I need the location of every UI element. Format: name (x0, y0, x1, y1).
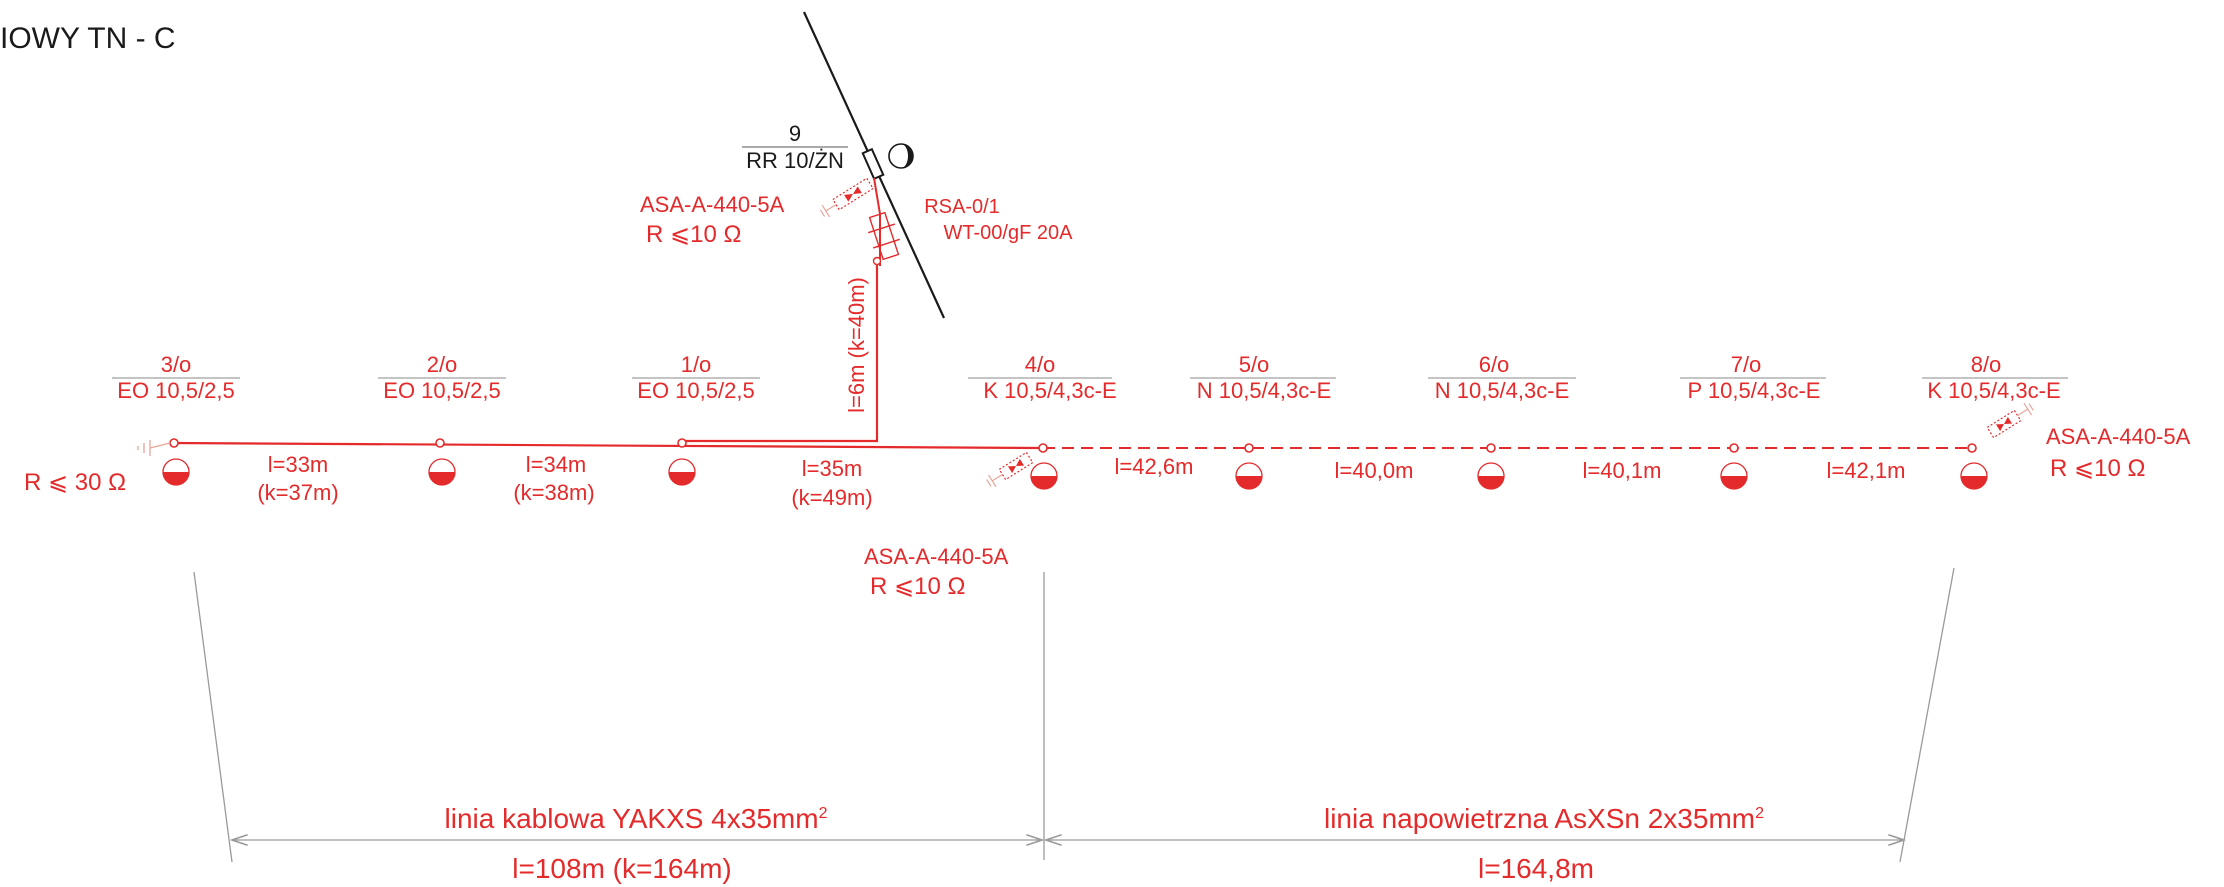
pole-type: K 10,5/4,3c-E (1927, 378, 2060, 403)
pole-label-7o: 7/o P 10,5/4,3c-E (1680, 352, 1826, 403)
pole-type: K 10,5/4,3c-E (983, 378, 1116, 403)
left-ground-resistance: R ⩽ 30 Ω (24, 469, 126, 496)
pole-type: N 10,5/4,3c-E (1197, 378, 1332, 403)
pole-number: 3/o (161, 352, 192, 377)
pole-label-6o: 6/o N 10,5/4,3c-E (1428, 352, 1576, 403)
riser-cable (682, 264, 879, 443)
span-length: l=42,1m (1827, 458, 1906, 483)
span-length: l=42,6m (1115, 454, 1194, 479)
fuse-rating: WT-00/gF 20A (944, 222, 1074, 244)
supply-pole-icon (888, 143, 914, 169)
span-length: l=33m (268, 452, 329, 477)
fuse-switch-type: RSA-0/1 (924, 196, 1000, 218)
span-length: l=35m (802, 456, 863, 481)
right-arrester-icon (1986, 402, 2034, 439)
line-node-markers (169, 438, 1977, 453)
cable-section-title: linia kablowa YAKXS 4x35mm2 (445, 803, 828, 834)
pole-number: 2/o (427, 352, 458, 377)
pole-label-5o: 5/o N 10,5/4,3c-E (1190, 352, 1336, 403)
cable-section-length: l=108m (k=164m) (512, 853, 731, 884)
pole-number: 1/o (681, 352, 712, 377)
supply-arrester-label: ASA-A-440-5A (640, 192, 785, 217)
pole-type: N 10,5/4,3c-E (1435, 378, 1570, 403)
mid-arrester-label: ASA-A-440-5A (864, 544, 1009, 569)
span-length: l=40,1m (1583, 458, 1662, 483)
overhead-section-length: l=164,8m (1478, 853, 1594, 884)
fuse-switch-icon (867, 211, 901, 261)
pole-number: 8/o (1971, 352, 2002, 377)
cable-head-icon (872, 256, 882, 266)
pole-number: 4/o (1025, 352, 1056, 377)
right-arrester-resistance: R ⩽10 Ω (2050, 455, 2145, 482)
cable-line-segment (169, 441, 1044, 450)
span-cable-length: (k=49m) (791, 485, 872, 510)
span-cable-length: (k=37m) (257, 480, 338, 505)
span-length: l=40,0m (1335, 458, 1414, 483)
pole-label-3o: 3/o EO 10,5/2,5 (112, 352, 240, 403)
pole-type: EO 10,5/2,5 (383, 378, 500, 403)
pole-label-8o: 8/o K 10,5/4,3c-E (1922, 352, 2068, 403)
pole-type: EO 10,5/2,5 (117, 378, 234, 403)
right-arrester-label: ASA-A-440-5A (2046, 424, 2191, 449)
mid-arrester-icon (986, 451, 1034, 488)
line-clamp-icon (861, 147, 885, 181)
overhead-section-title: linia napowietrzna AsXSn 2x35mm2 (1324, 803, 1764, 834)
riser-length-label: l=6m (k=40m) (844, 277, 869, 413)
pole-number: 7/o (1731, 352, 1762, 377)
pole-number: 5/o (1239, 352, 1270, 377)
riser-conductor (873, 177, 881, 266)
pole-label-4o: 4/o K 10,5/4,3c-E (968, 352, 1117, 403)
supply-pole-number: 9 (789, 121, 801, 146)
supply-pole-type: RR 10/ŻN (746, 148, 844, 173)
left-extension-line (193, 571, 233, 863)
pole-label-1o: 1/o EO 10,5/2,5 (632, 352, 760, 403)
right-extension-line (1899, 567, 1955, 863)
pole-type: EO 10,5/2,5 (637, 378, 754, 403)
network-system-label: IOWY TN - C (0, 22, 176, 55)
pole-number: 6/o (1479, 352, 1510, 377)
left-ground-icon (137, 440, 171, 456)
supply-arrester-icon (819, 177, 874, 218)
street-lamp-icons (162, 458, 1988, 490)
span-cable-length: (k=38m) (513, 480, 594, 505)
supply-arrester-resistance: R ⩽10 Ω (646, 221, 741, 248)
mid-arrester-resistance: R ⩽10 Ω (870, 573, 965, 600)
span-length: l=34m (526, 452, 587, 477)
pole-type: P 10,5/4,3c-E (1688, 378, 1821, 403)
pole-label-2o: 2/o EO 10,5/2,5 (378, 352, 506, 403)
